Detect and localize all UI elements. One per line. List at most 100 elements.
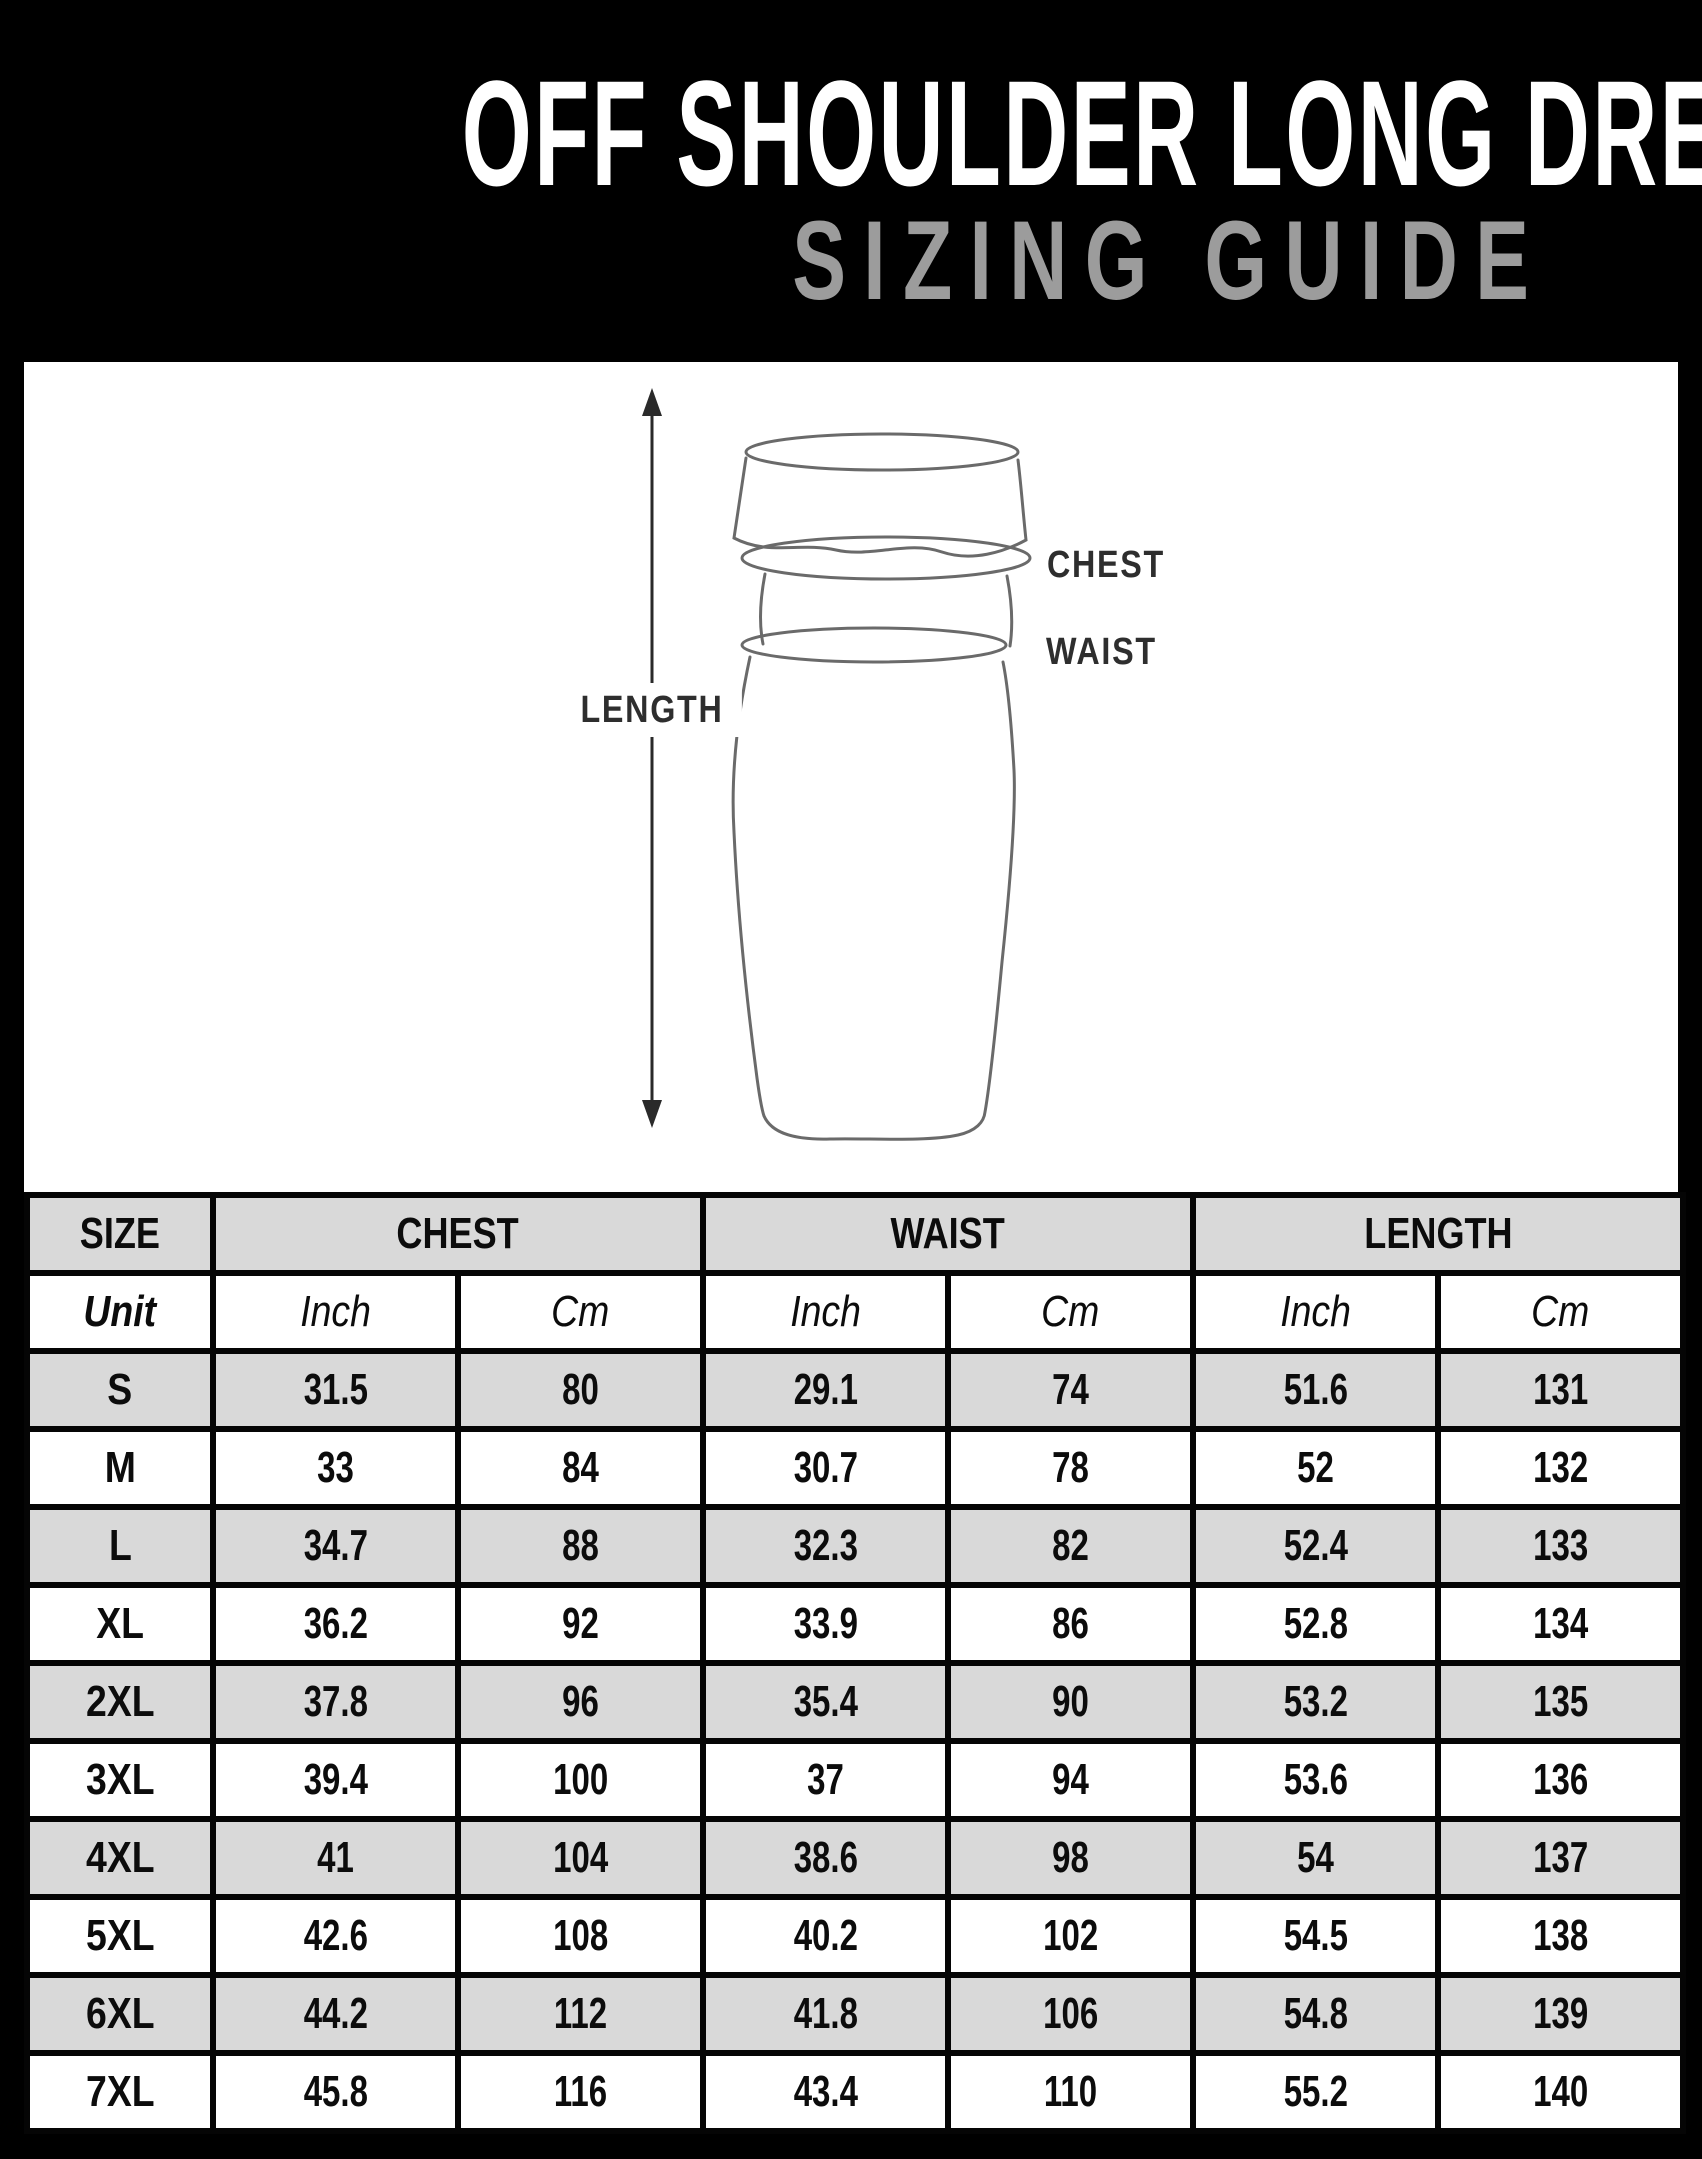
value-cell: 136 — [1435, 1738, 1687, 1822]
measurement-value: 139 — [1532, 1989, 1589, 2038]
measurement-value: 30.7 — [793, 1443, 858, 1492]
value-cell: 51.6 — [1190, 1348, 1442, 1432]
table-row: M 33 84 30.7 78 52 132 — [24, 1426, 1687, 1510]
size-cell: 6XL — [24, 1972, 216, 2056]
measurement-value: 94 — [1052, 1755, 1089, 1804]
chest-label: CHEST — [1047, 544, 1165, 586]
unit-cell: Inch — [1190, 1270, 1442, 1354]
value-cell: 90 — [944, 1660, 1197, 1744]
measurement-value: 80 — [562, 1365, 599, 1414]
table-row: S 31.5 80 29.1 74 51.6 131 — [24, 1348, 1687, 1432]
value-cell: 30.7 — [700, 1426, 951, 1510]
size-label: 6XL — [85, 1989, 155, 2038]
size-label: L — [108, 1521, 132, 1570]
measurement-value: 37.8 — [303, 1677, 368, 1726]
value-cell: 40.2 — [700, 1894, 951, 1978]
col-header-size: SIZE — [24, 1192, 216, 1276]
value-cell: 82 — [944, 1504, 1197, 1588]
chest-ring — [740, 535, 1032, 581]
value-cell: 140 — [1435, 2050, 1687, 2134]
measurement-value: 38.6 — [793, 1833, 858, 1882]
measurement-value: 54 — [1297, 1833, 1334, 1882]
measurement-value: 131 — [1532, 1365, 1589, 1414]
measurement-value: 33 — [317, 1443, 354, 1492]
measurement-value: 100 — [552, 1755, 609, 1804]
table-row: XL 36.2 92 33.9 86 52.8 134 — [24, 1582, 1687, 1666]
unit-cell: Cm — [455, 1270, 706, 1354]
table-row: 2XL 37.8 96 35.4 90 53.2 135 — [24, 1660, 1687, 1744]
value-cell: 139 — [1435, 1972, 1687, 2056]
measurement-value: 31.5 — [303, 1365, 368, 1414]
measurement-value: 55.2 — [1283, 2067, 1348, 2116]
measurement-value: 90 — [1052, 1677, 1089, 1726]
value-cell: 54.5 — [1190, 1894, 1442, 1978]
value-cell: 38.6 — [700, 1816, 951, 1900]
measurement-value: 134 — [1532, 1599, 1589, 1648]
measurement-value: 29.1 — [793, 1365, 858, 1414]
length-arrow-icon — [642, 388, 662, 1128]
value-cell: 78 — [944, 1426, 1197, 1510]
measurement-value: 42.6 — [303, 1911, 368, 1960]
measurement-value: 96 — [562, 1677, 599, 1726]
measurement-value: 78 — [1052, 1443, 1089, 1492]
value-cell: 37 — [700, 1738, 951, 1822]
measurement-value: 51.6 — [1283, 1365, 1348, 1414]
value-cell: 52.4 — [1190, 1504, 1442, 1588]
value-cell: 86 — [944, 1582, 1197, 1666]
measurement-diagram: LENGTH CHEST WAIST — [24, 362, 1678, 1192]
value-cell: 52.8 — [1190, 1582, 1442, 1666]
value-cell: 42.6 — [210, 1894, 461, 1978]
value-cell: 31.5 — [210, 1348, 461, 1432]
measurement-value: 41 — [317, 1833, 354, 1882]
table-row: 3XL 39.4 100 37 94 53.6 136 — [24, 1738, 1687, 1822]
measurement-value: 41.8 — [793, 1989, 858, 2038]
unit-cell: Inch — [700, 1270, 951, 1354]
size-cell: L — [24, 1504, 216, 1588]
unit-cell: Unit — [24, 1270, 216, 1354]
measurement-value: 53.2 — [1283, 1677, 1348, 1726]
value-cell: 35.4 — [700, 1660, 951, 1744]
col-header-waist: WAIST — [699, 1192, 1197, 1276]
measurement-value: 116 — [553, 2067, 608, 2116]
measurement-value: 39.4 — [303, 1755, 368, 1804]
measurement-value: 32.3 — [793, 1521, 858, 1570]
size-cell: 2XL — [24, 1660, 216, 1744]
measurement-value: 86 — [1052, 1599, 1089, 1648]
value-cell: 132 — [1435, 1426, 1687, 1510]
measurement-value: 98 — [1052, 1833, 1089, 1882]
value-cell: 34.7 — [210, 1504, 461, 1588]
value-cell: 36.2 — [210, 1582, 461, 1666]
value-cell: 92 — [455, 1582, 706, 1666]
measurement-value: 52.4 — [1283, 1521, 1348, 1570]
measurement-value: 74 — [1052, 1365, 1089, 1414]
neckline-opening — [744, 432, 1020, 472]
value-cell: 74 — [944, 1348, 1197, 1432]
value-cell: 44.2 — [210, 1972, 461, 2056]
value-cell: 33 — [210, 1426, 461, 1510]
value-cell: 135 — [1435, 1660, 1687, 1744]
size-label: 4XL — [85, 1833, 155, 1882]
size-label: 3XL — [85, 1755, 155, 1804]
size-cell: S — [24, 1348, 216, 1432]
measurement-value: 44.2 — [303, 1989, 368, 2038]
measurement-value: 53.6 — [1283, 1755, 1348, 1804]
value-cell: 39.4 — [210, 1738, 461, 1822]
size-label: 7XL — [85, 2067, 155, 2116]
header: OFF SHOULDER LONG DRESS — [0, 58, 1702, 208]
unit-cell: Inch — [210, 1270, 461, 1354]
sizing-table: SIZE CHEST WAIST LENGTH Unit Inch Cm Inc… — [24, 1192, 1687, 2134]
measurement-value: 106 — [1042, 1989, 1099, 2038]
measurement-value: 140 — [1532, 2067, 1589, 2116]
value-cell: 54.8 — [1190, 1972, 1442, 2056]
measurement-value: 37 — [807, 1755, 844, 1804]
value-cell: 54 — [1190, 1816, 1442, 1900]
col-header-length: LENGTH — [1190, 1192, 1687, 1276]
value-cell: 41.8 — [700, 1972, 951, 2056]
table-row: 7XL 45.8 116 43.4 110 55.2 140 — [24, 2050, 1687, 2134]
value-cell: 110 — [944, 2050, 1197, 2134]
measurement-value: 54.8 — [1283, 1989, 1348, 2038]
measurement-value: 33.9 — [793, 1599, 858, 1648]
table-header-row: SIZE CHEST WAIST LENGTH — [24, 1192, 1687, 1276]
size-label: XL — [96, 1599, 144, 1648]
